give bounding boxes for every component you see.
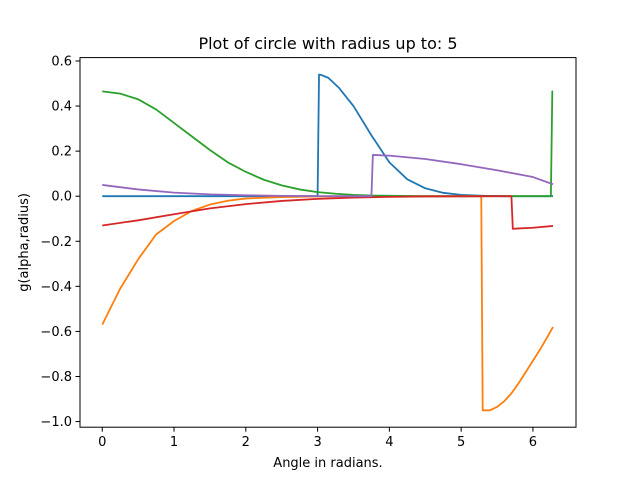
x-tick-label: 2 (242, 435, 250, 450)
x-tick-label: 3 (313, 435, 321, 450)
y-tick-label: −0.4 (40, 280, 72, 295)
y-tick-label: −1.0 (40, 415, 72, 430)
x-tick-label: 0 (98, 435, 106, 450)
y-tick-label: 0.4 (51, 100, 72, 115)
y-axis-label: g(alpha,radius) (17, 193, 32, 292)
y-tick-label: −0.6 (40, 325, 72, 340)
x-tick-label: 6 (529, 435, 537, 450)
y-tick-label: 0.6 (51, 54, 72, 69)
x-axis-ticks: 0 1 2 3 4 5 6 (98, 427, 537, 450)
x-tick-label: 1 (170, 435, 178, 450)
axes-frame (79, 57, 577, 428)
y-tick-label: 0.2 (51, 145, 72, 160)
chart-title: Plot of circle with radius up to: 5 (198, 34, 457, 53)
x-axis-label: Angle in radians. (273, 456, 382, 471)
series-line-5 (102, 154, 554, 198)
plot-area (101, 73, 554, 412)
x-tick-label: 4 (385, 435, 393, 450)
y-axis-ticks: −1.0 −0.8 −0.6 −0.4 −0.2 0.0 0.2 0.4 0.6 (40, 54, 80, 430)
y-tick-label: −0.8 (40, 370, 72, 385)
y-tick-label: −0.2 (40, 235, 72, 250)
y-tick-label: 0.0 (51, 190, 72, 205)
x-tick-label: 5 (457, 435, 465, 450)
series-line-4 (102, 195, 554, 230)
